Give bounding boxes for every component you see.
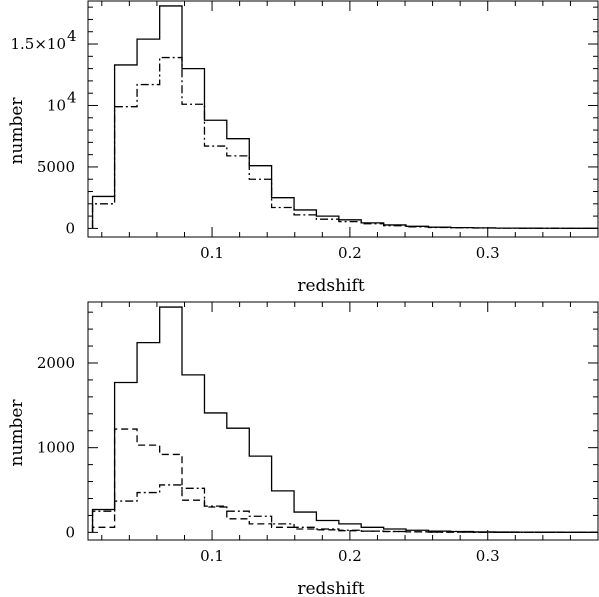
x-tick-label: 0.1	[200, 244, 224, 262]
x-axis-label: redshift	[297, 276, 364, 296]
histogram-series-dashdot	[91, 484, 598, 534]
y-tick-label: 10	[47, 96, 66, 114]
x-tick-label: 0.2	[338, 547, 362, 565]
y-axis-label: number	[7, 399, 27, 467]
x-tick-label: 0.3	[476, 547, 500, 565]
x-axis-label: redshift	[297, 579, 364, 597]
bottom-histogram-panel: 0.1 0.2 0.3 0 1000 2000 redshift number	[7, 301, 599, 597]
histogram-series-dashed	[91, 428, 598, 534]
histogram-series-dashdot	[91, 56, 598, 229]
y-tick-label: 0	[65, 219, 75, 237]
y-tick-label: 1.5×10	[10, 35, 66, 53]
x-tick-label: 0.1	[200, 547, 224, 565]
y-axis-label: number	[7, 97, 27, 165]
x-tick-label: 0.2	[338, 244, 362, 262]
plot-frame	[87, 0, 599, 238]
y-tick-label: 5000	[37, 158, 75, 176]
y-tick-label: 1000	[37, 439, 75, 457]
plot-frame	[87, 301, 599, 541]
y-tick-label: 2000	[37, 354, 75, 372]
histogram-series-solid	[91, 306, 598, 533]
y-tick-exponent: 4	[67, 88, 77, 106]
x-tick-label: 0.3	[476, 244, 500, 262]
histogram-series-solid	[91, 5, 598, 229]
y-tick-label: 0	[65, 523, 75, 541]
y-tick-exponent: 4	[67, 27, 77, 45]
